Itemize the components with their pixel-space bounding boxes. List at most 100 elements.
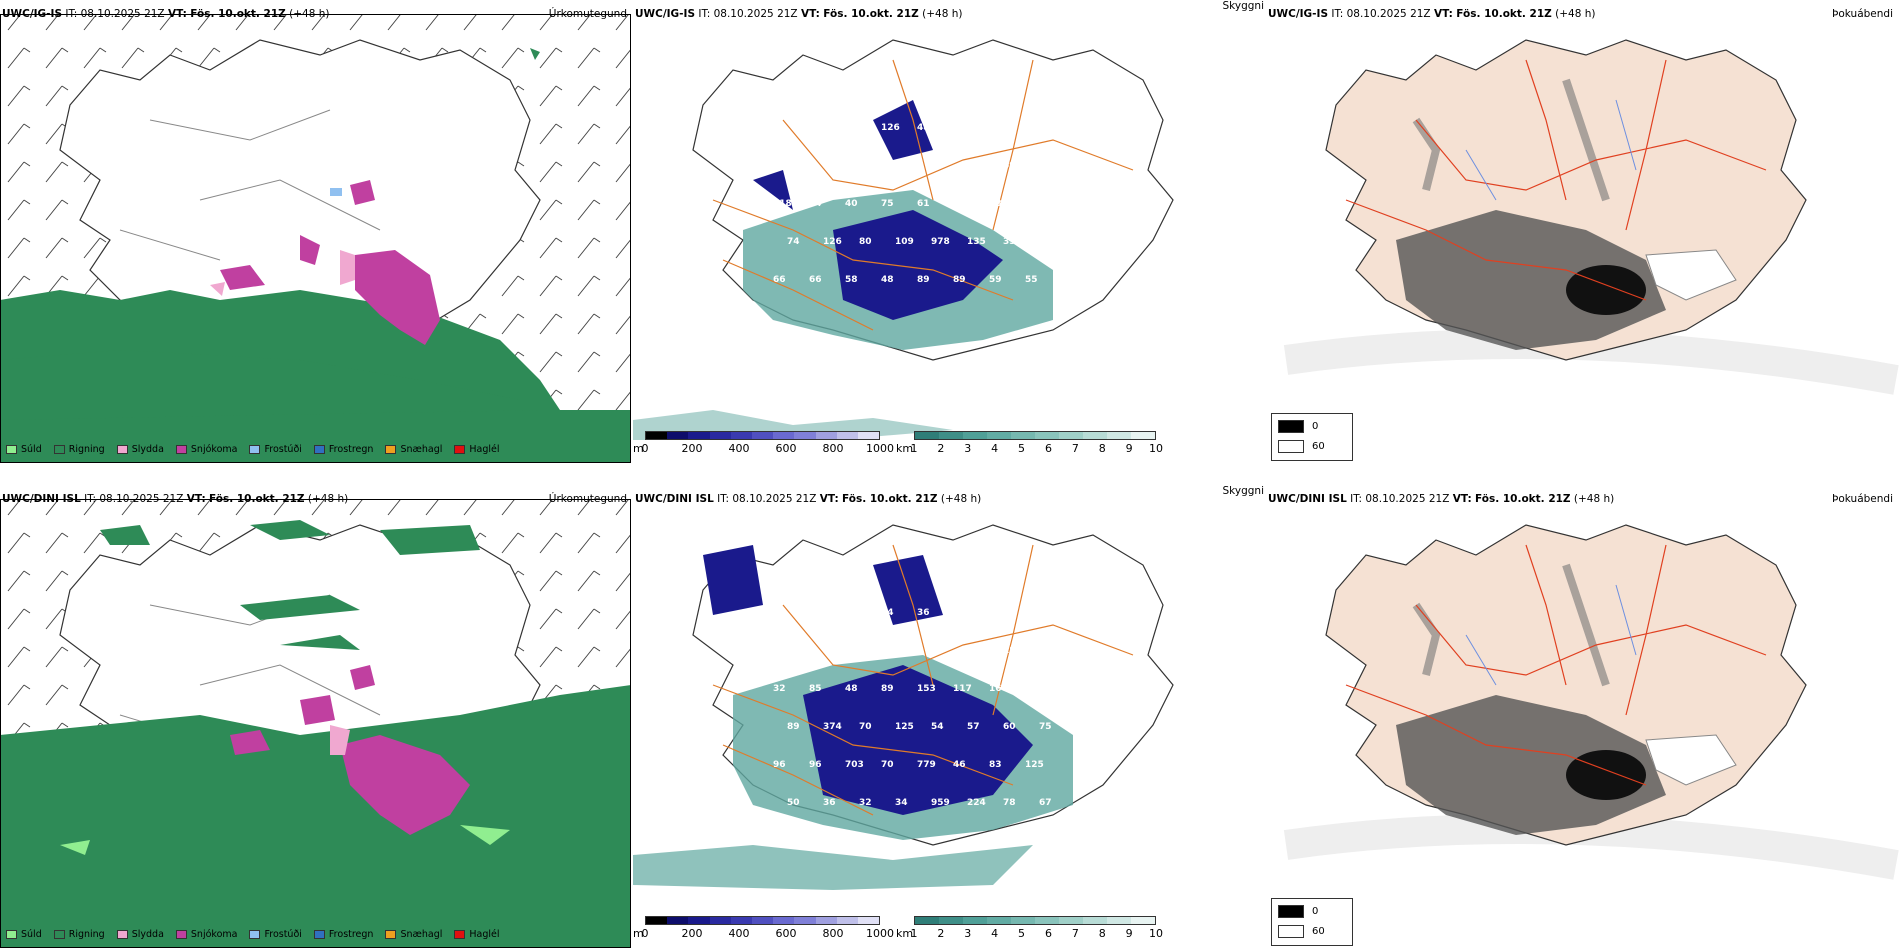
ceiling-value-label: 59 [989,275,1002,285]
ceiling-value-label: 125 [1025,760,1044,770]
visibility-panel-igis: 62 60 50 126 48 87 25 47 82 56 69 62 97 71 69 130 118 84 4… [633,0,1266,465]
ceiling-value-label: 80 [859,237,872,247]
ceiling-value-label: 75 [881,199,894,209]
legend-label: Súld [21,444,42,455]
ceiling-value-label: 135 [967,237,986,247]
ceiling-value-label: 126 [881,123,900,133]
legend-swatch [175,930,187,939]
ceiling-value-label: 364 [967,646,986,656]
ceiling-value-label: 75 [1039,722,1052,732]
ceiling-value-label: 61 [917,199,930,209]
ceiling-value-label: 703 [845,760,864,770]
ceiling-value-label: 69 [859,161,872,171]
fog-light-label: 60 [1312,441,1325,452]
panel-parameter-name: Þokuábendi [1832,493,1893,505]
legend-swatch [313,445,325,454]
ceiling-value-label: 66 [809,275,822,285]
legend-swatch [116,445,128,454]
ceiling-value-label: 89 [787,722,800,732]
fog-dark-label: 0 [1312,906,1319,917]
ceiling-value-label: 259 [1025,684,1044,694]
visibility-colorbar: km 1 2 3 4 5 6 7 8 9 10 [896,916,1164,946]
rain-area [0,685,631,948]
visibility-map: 62 82 38 44 36 50 115 83 12 60 46 53 80 364 182 109 32 85… [633,524,1174,890]
legend-item: Frostregn [313,444,373,455]
ceiling-value-label: 48 [917,123,930,133]
ceiling-value-label: 118 [773,199,792,209]
ceiling-value-label: 48 [881,275,894,285]
legend-item: Snæhagl [385,929,442,940]
legend-swatch [175,445,187,454]
colorbar-tick-label: 600 [775,442,797,455]
ceiling-value-label: 50 [787,798,800,808]
ceiling-value-label: 74 [787,237,800,247]
visibility-colorbar: km 1 2 3 4 5 6 7 8 9 10 [896,431,1164,461]
legend-label: Frostúði [264,444,302,455]
ceiling-value-label: 109 [895,237,914,247]
colorbar-tick-label: 10 [1149,927,1163,940]
ceiling-colorbar: m 0 200 400 600 800 1000 [633,431,894,461]
ceiling-value-label: 80 [931,646,944,656]
colorbar-strip [645,431,880,440]
legend-item: Snæhagl [385,444,442,455]
legend-swatch [53,930,65,939]
legend-swatch [249,930,261,939]
fog-dark-label: 0 [1312,421,1319,432]
legend-label: Rigning [68,444,105,455]
legend-swatch [454,445,466,454]
ceiling-value-label: 60 [809,123,822,133]
legend-label: Haglél [469,929,500,940]
fog-legend: 0 60 [1271,413,1353,461]
ceiling-value-label: 87 [953,123,966,133]
ceiling-value-label: 89 [881,684,894,694]
panel-parameter-name: Skyggni [1222,485,1265,497]
ceiling-value-label: 71 [967,161,980,171]
roads [1345,544,1767,786]
colorbar-tick-label: 8 [1098,927,1106,940]
ceiling-value-label: 36 [823,798,836,808]
ceiling-value-label: 78 [1003,798,1016,808]
ceiling-value-label: 38 [845,608,858,618]
ceiling-value-label: 109 [1039,646,1058,656]
ceiling-value-label: 96 [809,760,822,770]
legend-item: Frostúði [249,929,302,940]
ceiling-value-label: 153 [917,684,936,694]
roads [712,544,1134,816]
fog-panel-igis: UWC/IG-IS IT: 08.10.2025 21Z VT: Fös. 10… [1266,0,1899,465]
legend-item: Slydda [116,444,164,455]
ceiling-value-label: 66 [773,275,786,285]
legend-item: Frostregn [313,929,373,940]
precip-map [0,499,631,948]
fog-legend: 0 60 [1271,898,1353,946]
ceiling-value-label: 89 [917,275,930,285]
colorbar-tick-label: 1 [910,927,918,940]
legend-swatch [249,445,261,454]
ceiling-value-label: 779 [917,760,936,770]
legend-swatch [385,930,397,939]
legend-item: Haglél [454,929,500,940]
low-ceiling-area [833,210,1003,320]
colorbar-tick-label: 5 [1018,927,1026,940]
ceiling-value-label: 126 [823,237,842,247]
colorbar-tick-label: 0 [641,927,649,940]
panel-title: UWC/IG-IS IT: 08.10.2025 21Z VT: Fös. 10… [2,8,330,20]
ceiling-value-label: 58 [845,275,858,285]
legend-label: Snjókoma [190,444,238,455]
ceiling-value-label: 55 [953,199,966,209]
legend-item: Haglél [454,444,500,455]
colorbar-tick-label: 800 [822,442,844,455]
ceiling-value-label: 166 [989,684,1008,694]
panel-title: UWC/DINI ISL IT: 08.10.2025 21Z VT: Fös.… [635,493,982,505]
legend-label: Slydda [131,929,164,940]
legend-item: Súld [6,929,42,940]
visibility-panel-dini: 62 82 38 44 36 50 115 83 12 60 46 53 80 364 182 109 32 85… [633,485,1266,950]
colorbar-unit: km [896,442,914,455]
ceiling-value-label: 52 [1039,237,1052,247]
ceiling-value-label: 115 [989,608,1008,618]
legend-swatch [6,930,17,939]
colorbar-tick-label: 10 [1149,442,1163,455]
colorbar-tick-label: 2 [937,442,945,455]
ceiling-value-label: 959 [931,798,950,808]
ceiling-value-label: 182 [1003,646,1022,656]
panel-title: UWC/DINI ISL IT: 08.10.2025 21Z VT: Fös.… [1268,493,1615,505]
